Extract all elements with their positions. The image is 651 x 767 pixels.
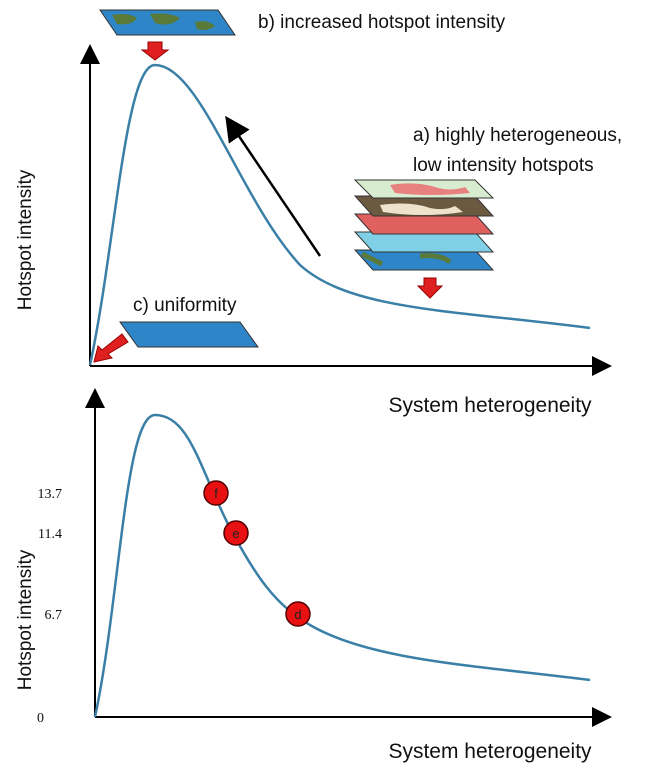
annotation-a: a) highly heterogeneous, — [413, 125, 622, 146]
red-arrow — [94, 334, 128, 362]
point-label: f — [214, 486, 218, 501]
red-arrow — [142, 42, 168, 60]
y-tick-label: 0 — [37, 711, 44, 726]
y-tick-label: 13.7 — [38, 487, 63, 502]
point-label: d — [294, 607, 301, 622]
layer — [355, 232, 493, 252]
annotation-a: low intensity hotspots — [413, 155, 594, 176]
curve — [95, 415, 590, 717]
y-label: Hotspot intensity — [15, 169, 36, 310]
curve — [90, 65, 590, 365]
annotation-c: c) uniformity — [133, 295, 237, 316]
point-label: e — [232, 526, 239, 541]
red-arrow — [418, 278, 442, 298]
uniform-icon — [120, 322, 258, 347]
layer — [355, 214, 493, 234]
trend-arrow — [228, 120, 320, 256]
x-label: System heterogeneity — [388, 394, 592, 417]
y-tick-label: 6.7 — [45, 608, 63, 623]
y-tick-label: 11.4 — [38, 527, 62, 542]
x-label: System heterogeneity — [388, 740, 592, 763]
diagram: b) increased hotspot intensity a) highly… — [0, 0, 651, 767]
bottom-panel: 13.7 11.4 6.7 0 f e d Hotspot intensity … — [15, 392, 608, 763]
y-label: Hotspot intensity — [15, 549, 36, 690]
top-panel: b) increased hotspot intensity a) highly… — [15, 10, 622, 417]
annotation-b: b) increased hotspot intensity — [258, 12, 506, 33]
